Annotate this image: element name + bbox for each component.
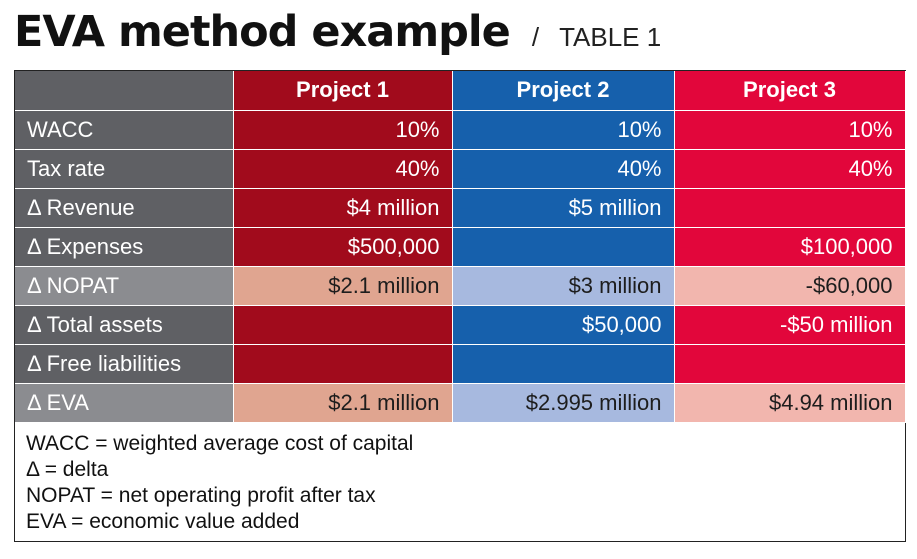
project-2-value bbox=[452, 227, 675, 267]
row-label: Δ Free liabilities bbox=[15, 344, 234, 384]
row-label: Δ Revenue bbox=[15, 188, 234, 228]
project-1-value: 40% bbox=[233, 149, 453, 189]
row-label: Tax rate bbox=[15, 149, 234, 189]
project-2-value: 10% bbox=[452, 110, 675, 150]
eva-table: Project 1 Project 2 Project 3 WACC 10% 1… bbox=[15, 71, 906, 423]
project-3-value: 10% bbox=[674, 110, 906, 150]
project-2-value: $3 million bbox=[452, 266, 675, 306]
table-row: WACC 10% 10% 10% bbox=[15, 110, 906, 150]
header-cell-project-1: Project 1 bbox=[233, 71, 453, 111]
page-title: EVA method example bbox=[14, 7, 511, 57]
row-label: Δ NOPAT bbox=[15, 266, 234, 306]
project-3-value bbox=[674, 188, 906, 228]
row-label: Δ Expenses bbox=[15, 227, 234, 267]
eva-table-frame: Project 1 Project 2 Project 3 WACC 10% 1… bbox=[14, 70, 906, 542]
row-label: WACC bbox=[15, 110, 234, 150]
table-row: Tax rate 40% 40% 40% bbox=[15, 149, 906, 189]
note-wacc: WACC = weighted average cost of capital bbox=[26, 432, 414, 455]
project-2-value: $2.995 million bbox=[452, 383, 675, 423]
project-2-value: $5 million bbox=[452, 188, 675, 228]
note-nopat: NOPAT = net operating profit after tax bbox=[26, 484, 376, 507]
table-row: Δ Free liabilities bbox=[15, 344, 906, 384]
note-eva: EVA = economic value added bbox=[26, 510, 300, 533]
project-3-value: -$50 million bbox=[674, 305, 906, 345]
table-row: Δ NOPAT $2.1 million $3 million -$60,000 bbox=[15, 266, 906, 306]
header-cell-project-2: Project 2 bbox=[452, 71, 675, 111]
project-1-value: 10% bbox=[233, 110, 453, 150]
project-3-value: $4.94 million bbox=[674, 383, 906, 423]
project-1-value: $2.1 million bbox=[233, 383, 453, 423]
project-1-value: $500,000 bbox=[233, 227, 453, 267]
project-1-value bbox=[233, 305, 453, 345]
project-2-value bbox=[452, 344, 675, 384]
note-delta: Δ = delta bbox=[26, 458, 109, 481]
table-row: Δ Expenses $500,000 $100,000 bbox=[15, 227, 906, 267]
table-row: Δ Total assets $50,000 -$50 million bbox=[15, 305, 906, 345]
project-1-value: $4 million bbox=[233, 188, 453, 228]
table-notes: WACC = weighted average cost of capital … bbox=[26, 431, 413, 535]
header-cell-project-3: Project 3 bbox=[674, 71, 906, 111]
project-3-value bbox=[674, 344, 906, 384]
row-label: Δ Total assets bbox=[15, 305, 234, 345]
title-separator: / bbox=[531, 22, 540, 52]
project-2-value: $50,000 bbox=[452, 305, 675, 345]
row-label: Δ EVA bbox=[15, 383, 234, 423]
table-header-row: Project 1 Project 2 Project 3 bbox=[15, 71, 906, 111]
project-1-value: $2.1 million bbox=[233, 266, 453, 306]
project-1-value bbox=[233, 344, 453, 384]
project-3-value: 40% bbox=[674, 149, 906, 189]
header-cell-label bbox=[15, 71, 234, 111]
table-row: Δ Revenue $4 million $5 million bbox=[15, 188, 906, 228]
title-bar: EVA method example / TABLE 1 bbox=[14, 2, 661, 62]
project-3-value: $100,000 bbox=[674, 227, 906, 267]
project-3-value: -$60,000 bbox=[674, 266, 906, 306]
project-2-value: 40% bbox=[452, 149, 675, 189]
table-number: TABLE 1 bbox=[559, 22, 662, 52]
table-row: Δ EVA $2.1 million $2.995 million $4.94 … bbox=[15, 383, 906, 423]
